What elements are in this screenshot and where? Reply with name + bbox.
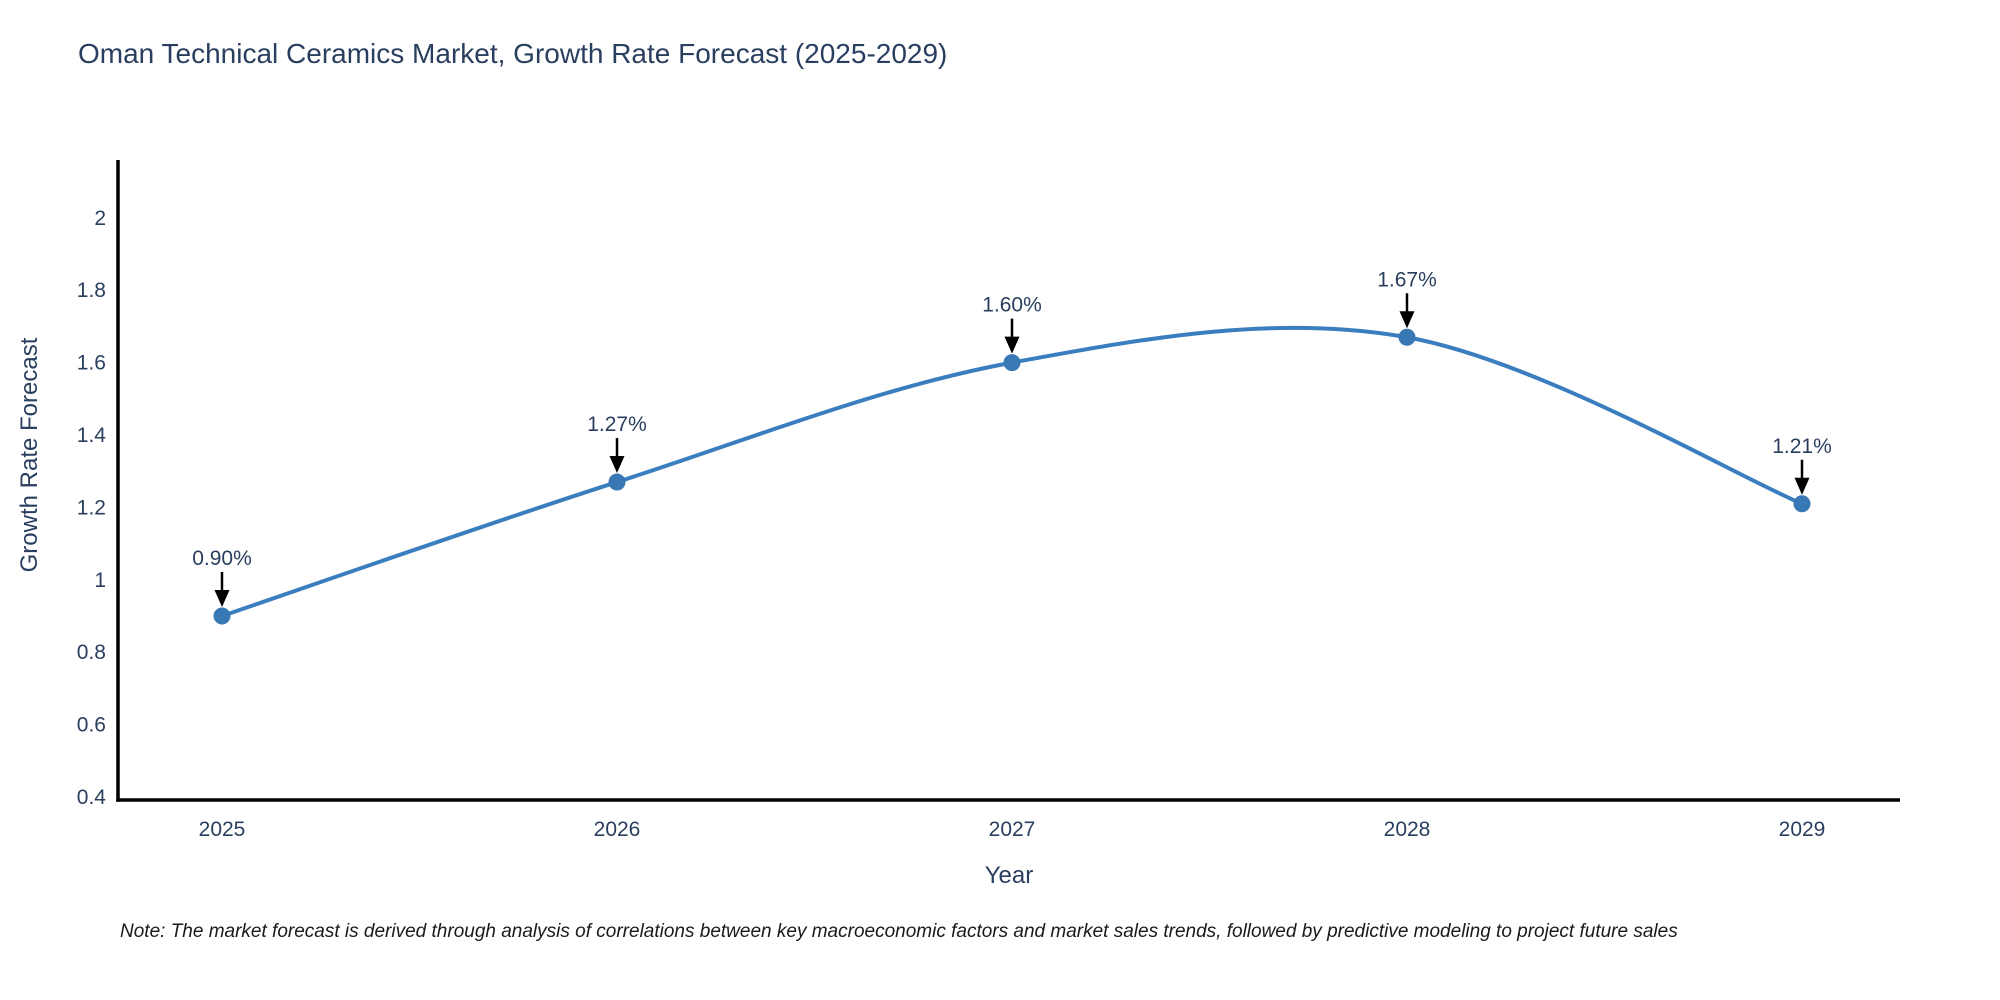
y-tick-label: 0.4 [77,786,107,809]
x-tick-label: 2028 [1384,818,1431,841]
x-tick-label: 2027 [989,818,1036,841]
annotation-label: 1.60% [982,294,1042,317]
x-tick-label: 2025 [199,818,246,841]
axes [116,160,1900,802]
x-tick-label: 2026 [594,818,641,841]
x-axis-ticks: 2025 2026 2027 2028 2029 [199,818,1826,841]
y-tick-label: 0.6 [77,714,106,737]
y-tick-label: 1.4 [77,424,107,447]
x-axis-title: Year [984,862,1034,889]
data-point-marker [1398,328,1416,346]
y-tick-label: 1.6 [77,352,106,375]
annotation-arrowhead [609,456,625,474]
y-axis-ticks: 0.4 0.6 0.8 1 1.2 1.4 1.6 1.8 2 [77,207,107,809]
annotation-label: 1.21% [1772,435,1832,458]
chart-title: Oman Technical Ceramics Market, Growth R… [78,38,948,69]
y-tick-label: 1 [94,569,106,592]
data-point-marker [213,607,231,625]
annotation-label: 1.67% [1377,268,1437,291]
annotation-arrowhead [1794,477,1810,495]
annotation-label: 1.27% [587,413,647,436]
annotation-arrowhead [214,590,230,607]
data-point-marker [1003,354,1021,372]
y-tick-label: 2 [94,207,106,230]
footnote: Note: The market forecast is derived thr… [120,921,1678,942]
y-tick-label: 0.8 [77,641,106,664]
annotation-label: 0.90% [192,547,252,570]
data-point-marker [1793,495,1811,513]
y-tick-label: 1.2 [77,496,106,519]
data-points [213,328,1811,625]
annotation-arrowhead [1399,311,1415,329]
data-point-marker [608,473,626,491]
y-axis-title: Growth Rate Forecast [16,337,43,573]
annotation-arrowhead [1004,336,1020,354]
y-tick-label: 1.8 [77,279,106,302]
annotations: 0.90% 1.27% 1.60% 1.67% 1.21% [192,268,1832,607]
x-tick-label: 2029 [1779,818,1826,841]
